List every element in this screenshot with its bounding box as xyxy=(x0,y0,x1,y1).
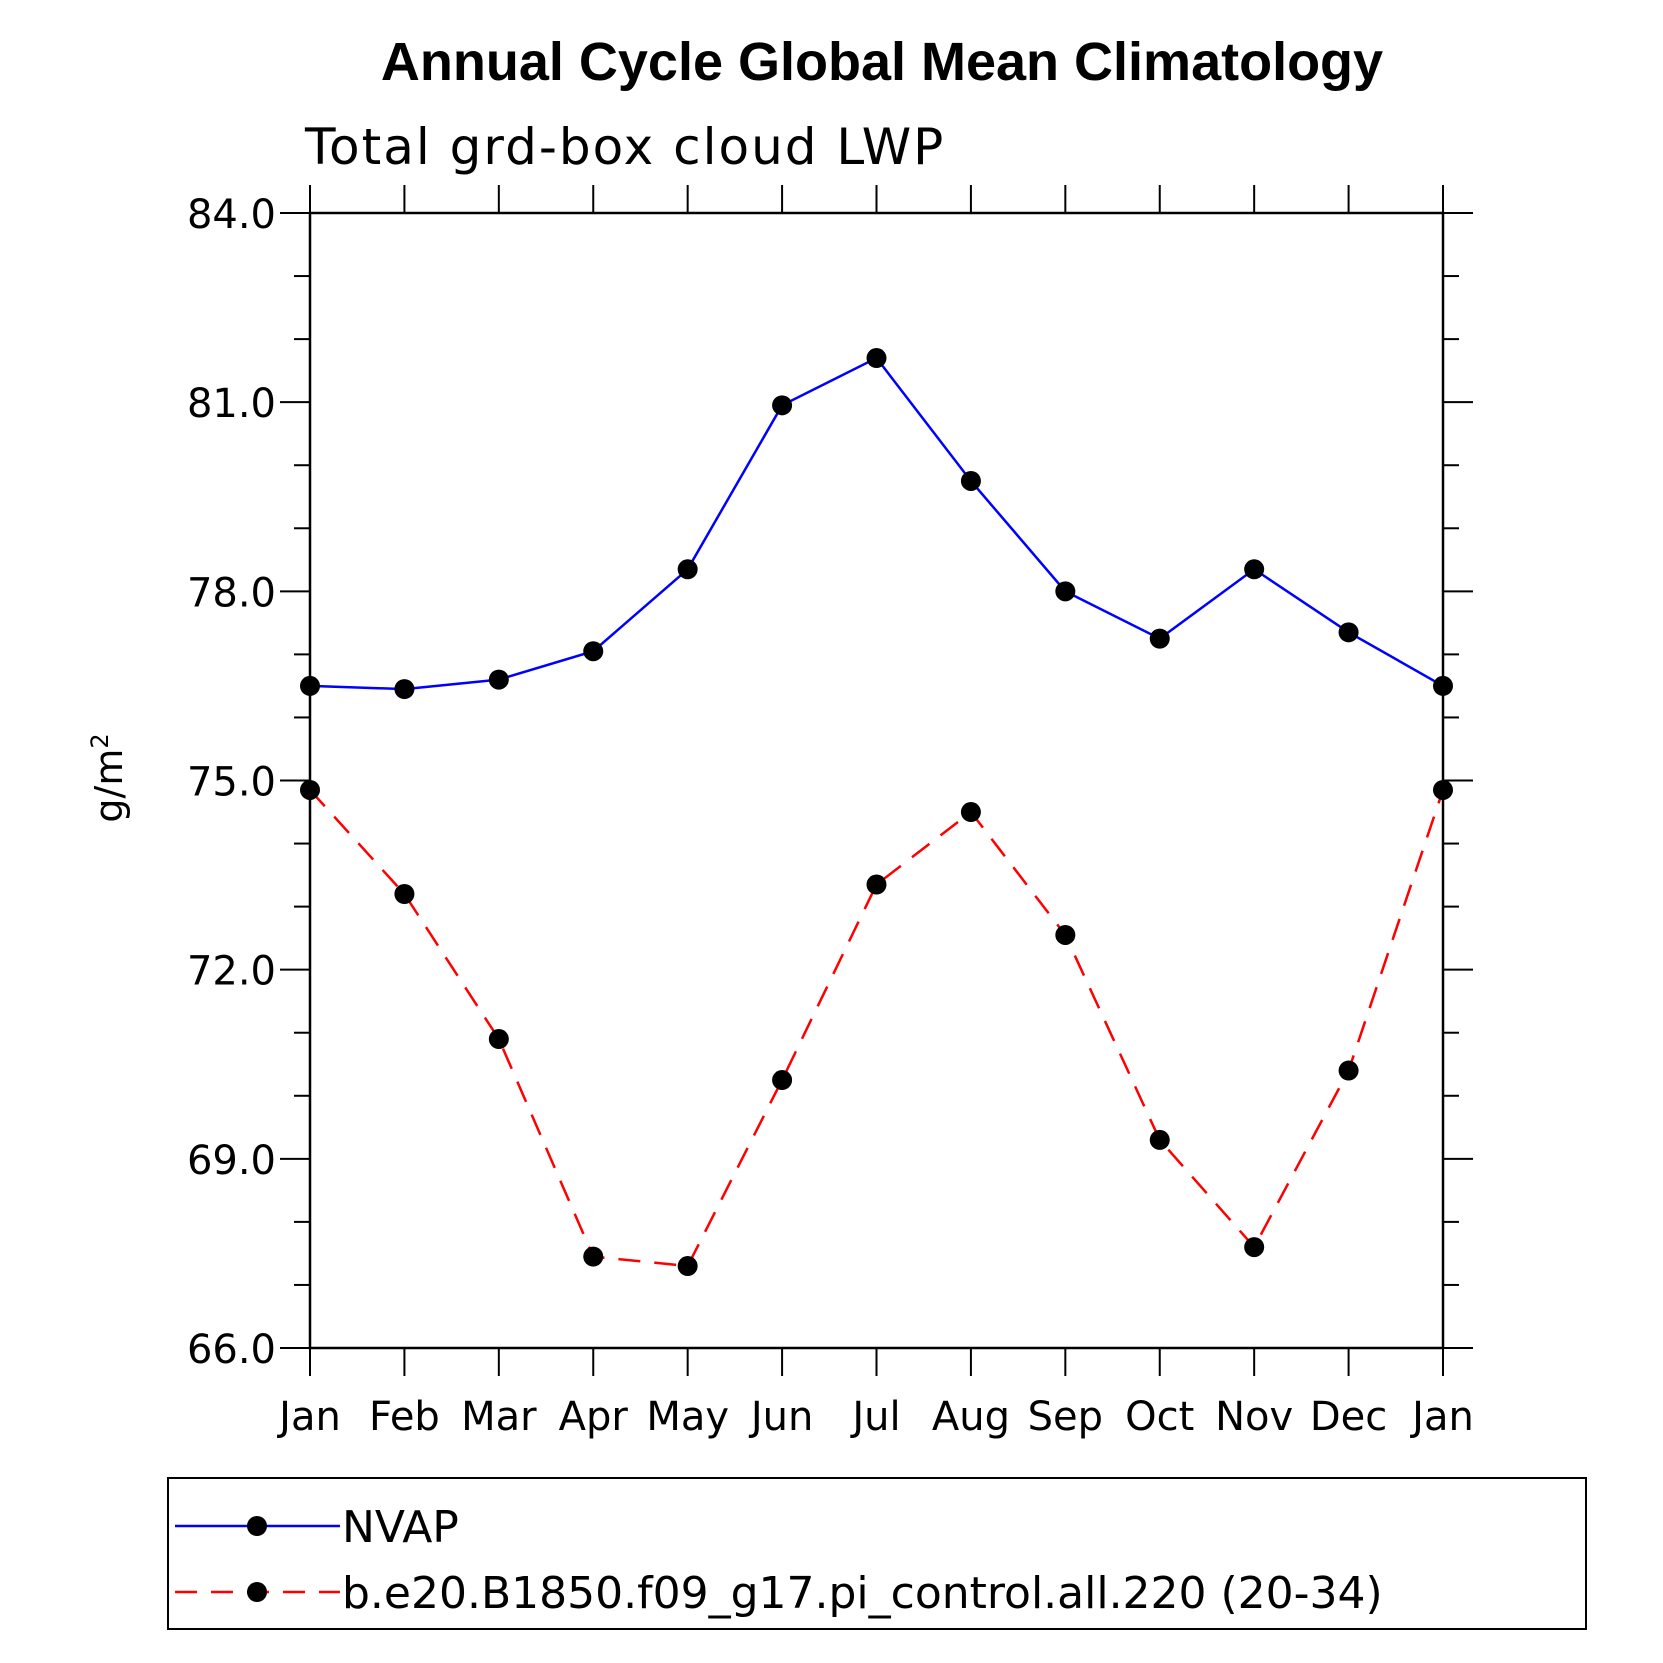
series-layer xyxy=(300,348,1453,1277)
series-1-point xyxy=(1055,581,1076,602)
series-2-point xyxy=(1244,1237,1265,1258)
legend-marker-1 xyxy=(247,1516,267,1536)
x-tick-label: Jun xyxy=(748,1394,814,1440)
series-2-point xyxy=(1055,924,1076,945)
series-line-1 xyxy=(309,356,1444,691)
x-tick-labels: Jan Feb Mar Apr May Jun Jul Aug Sep Oct Nov Dec Jan xyxy=(276,1394,1474,1440)
series-2-point xyxy=(1338,1060,1359,1081)
x-tick-label: Mar xyxy=(461,1394,537,1440)
series-2-point xyxy=(394,884,415,904)
x-tick-label: Oct xyxy=(1125,1394,1194,1440)
y-tick-labels: 66.0 69.0 72.0 75.0 78.0 81.0 84.0 xyxy=(187,192,276,1373)
series-1-point xyxy=(1149,628,1170,649)
legend-box xyxy=(167,1477,1587,1630)
plot-border xyxy=(308,211,1445,1350)
x-tick-label: Aug xyxy=(932,1394,1010,1440)
x-tick-label: May xyxy=(646,1394,729,1440)
series-2-point xyxy=(488,1029,509,1050)
y-tick-label: 78.0 xyxy=(187,570,276,616)
series-2-point xyxy=(677,1256,698,1277)
series-1-point xyxy=(677,559,698,580)
legend: NVAP b.e20.B1850.f09_g17.pi_control.all.2… xyxy=(175,1502,1383,1619)
x-tick-label: Jan xyxy=(1409,1394,1474,1440)
y-tick-label: 75.0 xyxy=(187,760,276,806)
series-2-point xyxy=(583,1246,604,1267)
x-tick-label: Apr xyxy=(559,1394,629,1440)
y-tick-label: 69.0 xyxy=(187,1138,276,1184)
y-axis-label: g/m2 xyxy=(86,733,131,822)
x-tick-label: Sep xyxy=(1028,1394,1103,1440)
y-axis-label-exponent: 2 xyxy=(86,733,114,748)
chart-subtitle: Total grd-box cloud LWP xyxy=(304,118,945,176)
series-2-point xyxy=(1149,1129,1170,1150)
x-tick-label: Dec xyxy=(1310,1394,1387,1440)
y-tick-label: 84.0 xyxy=(187,192,276,238)
x-tick-label: Jan xyxy=(276,1394,341,1440)
series-1-point xyxy=(394,679,415,700)
chart-title: Annual Cycle Global Mean Climatology xyxy=(381,32,1383,92)
series-1-point xyxy=(1244,559,1265,580)
series-1-point xyxy=(583,641,604,662)
series-2-point xyxy=(772,1070,793,1091)
series-2-point xyxy=(866,874,887,895)
x-tick-label: Jul xyxy=(849,1394,900,1440)
series-1-point xyxy=(488,669,509,690)
series-1-point xyxy=(1338,622,1359,643)
series-2-point xyxy=(1433,779,1453,800)
svg-text:g/m2: g/m2 xyxy=(86,733,131,822)
y-tick-label: 72.0 xyxy=(187,949,276,995)
series-1-point xyxy=(300,675,320,696)
series-2-point xyxy=(300,779,320,800)
legend-label-2: b.e20.B1850.f09_g17.pi_control.all.220 (… xyxy=(342,1568,1383,1619)
series-line-2 xyxy=(309,789,1445,1268)
series-1-point xyxy=(866,348,887,369)
legend-marker-2 xyxy=(247,1582,267,1602)
series-2-point xyxy=(960,802,981,823)
x-tick-label: Nov xyxy=(1215,1394,1293,1440)
series-1-point xyxy=(1433,675,1453,696)
y-tick-label: 66.0 xyxy=(187,1327,276,1373)
x-tick-label: Feb xyxy=(369,1394,440,1440)
series-1-point xyxy=(772,395,793,416)
legend-label-1: NVAP xyxy=(342,1502,459,1553)
y-tick-label: 81.0 xyxy=(187,381,276,427)
series-1-point xyxy=(960,470,981,491)
y-axis-label-text: g/m xyxy=(87,749,131,823)
